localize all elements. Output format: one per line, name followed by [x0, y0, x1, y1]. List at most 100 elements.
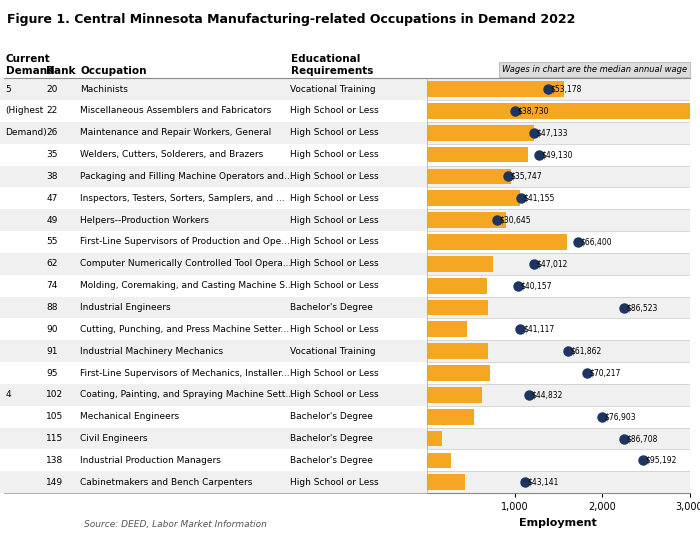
- Text: High School or Less: High School or Less: [290, 369, 379, 377]
- Bar: [427, 125, 533, 141]
- Text: First-Line Supervisors of Mechanics, Installer...: First-Line Supervisors of Mechanics, Ins…: [80, 369, 290, 377]
- Text: Bachelor's Degree: Bachelor's Degree: [290, 456, 373, 465]
- Text: Figure 1. Central Minnesota Manufacturing-related Occupations in Demand 2022: Figure 1. Central Minnesota Manufacturin…: [7, 13, 575, 26]
- Bar: [427, 300, 489, 315]
- Text: Current
Demand: Current Demand: [6, 54, 54, 76]
- Text: $66,400: $66,400: [580, 238, 612, 246]
- Text: 47: 47: [46, 194, 57, 203]
- Bar: [427, 231, 690, 253]
- Text: $35,747: $35,747: [511, 172, 542, 181]
- Bar: [427, 343, 489, 359]
- Bar: [427, 144, 690, 165]
- Text: 74: 74: [46, 281, 57, 290]
- Text: First-Line Supervisors of Production and Ope...: First-Line Supervisors of Production and…: [80, 238, 290, 246]
- Text: High School or Less: High School or Less: [290, 281, 379, 290]
- Text: $86,708: $86,708: [626, 434, 658, 443]
- Text: 62: 62: [46, 259, 57, 268]
- Text: 26: 26: [46, 128, 57, 137]
- Text: Industrial Engineers: Industrial Engineers: [80, 303, 171, 312]
- Bar: [427, 453, 451, 468]
- Text: Rank: Rank: [46, 66, 76, 76]
- Text: 102: 102: [46, 390, 63, 399]
- Bar: [427, 409, 475, 425]
- Text: 91: 91: [46, 347, 57, 356]
- Text: Cabinetmakers and Bench Carpenters: Cabinetmakers and Bench Carpenters: [80, 478, 253, 487]
- Text: Industrial Machinery Mechanics: Industrial Machinery Mechanics: [80, 347, 223, 356]
- Bar: [427, 406, 690, 427]
- Text: Inspectors, Testers, Sorters, Samplers, and ...: Inspectors, Testers, Sorters, Samplers, …: [80, 194, 285, 203]
- Text: Computer Numerically Controlled Tool Opera...: Computer Numerically Controlled Tool Ope…: [80, 259, 292, 268]
- Bar: [427, 365, 490, 381]
- Bar: [427, 147, 528, 162]
- Text: $30,645: $30,645: [499, 216, 531, 225]
- Bar: [427, 81, 564, 97]
- Text: High School or Less: High School or Less: [290, 238, 379, 246]
- Text: $43,141: $43,141: [528, 478, 559, 487]
- Text: High School or Less: High School or Less: [290, 478, 379, 487]
- Text: $41,117: $41,117: [523, 325, 554, 334]
- Bar: [427, 256, 493, 272]
- Text: Bachelor's Degree: Bachelor's Degree: [290, 434, 373, 443]
- Bar: [427, 103, 690, 119]
- Text: Occupation: Occupation: [80, 66, 147, 76]
- Text: $44,832: $44,832: [531, 390, 563, 399]
- Text: 20: 20: [46, 85, 57, 94]
- Bar: [427, 387, 482, 403]
- Text: Vocational Training: Vocational Training: [290, 347, 376, 356]
- Text: Miscellaneous Assemblers and Fabricators: Miscellaneous Assemblers and Fabricators: [80, 106, 272, 115]
- Text: $47,133: $47,133: [537, 128, 568, 137]
- Text: Demand): Demand): [6, 128, 48, 137]
- Text: 22: 22: [46, 106, 57, 115]
- Bar: [427, 212, 505, 228]
- Bar: [427, 384, 690, 406]
- Bar: [427, 431, 442, 446]
- Bar: [427, 321, 468, 337]
- Text: $76,903: $76,903: [604, 412, 636, 421]
- X-axis label: Employment: Employment: [519, 518, 597, 528]
- Text: $49,130: $49,130: [541, 150, 573, 159]
- Text: 5: 5: [6, 85, 11, 94]
- Text: Packaging and Filling Machine Operators and...: Packaging and Filling Machine Operators …: [80, 172, 293, 181]
- Text: 138: 138: [46, 456, 64, 465]
- Text: 95: 95: [46, 369, 57, 377]
- Bar: [427, 122, 690, 144]
- Bar: [427, 190, 519, 206]
- Text: (Highest: (Highest: [6, 106, 44, 115]
- Bar: [427, 362, 690, 384]
- Text: High School or Less: High School or Less: [290, 172, 379, 181]
- Text: High School or Less: High School or Less: [290, 325, 379, 334]
- Bar: [427, 319, 690, 340]
- Text: Welders, Cutters, Solderers, and Brazers: Welders, Cutters, Solderers, and Brazers: [80, 150, 264, 159]
- Bar: [427, 296, 690, 319]
- Text: $41,155: $41,155: [523, 194, 554, 203]
- Bar: [427, 234, 567, 250]
- Text: 49: 49: [46, 216, 57, 225]
- Text: 149: 149: [46, 478, 63, 487]
- Text: Industrial Production Managers: Industrial Production Managers: [80, 456, 221, 465]
- Text: $95,192: $95,192: [646, 456, 677, 465]
- Text: Source: DEED, Labor Market Information: Source: DEED, Labor Market Information: [84, 520, 267, 529]
- Bar: [427, 471, 690, 493]
- Text: High School or Less: High School or Less: [290, 106, 379, 115]
- Text: Bachelor's Degree: Bachelor's Degree: [290, 412, 373, 421]
- Text: 35: 35: [46, 150, 57, 159]
- Text: 105: 105: [46, 412, 64, 421]
- Text: Civil Engineers: Civil Engineers: [80, 434, 148, 443]
- Bar: [427, 427, 690, 450]
- Text: Cutting, Punching, and Press Machine Setter...: Cutting, Punching, and Press Machine Set…: [80, 325, 290, 334]
- Bar: [427, 278, 486, 294]
- Bar: [427, 474, 465, 490]
- Text: Machinists: Machinists: [80, 85, 128, 94]
- Bar: [427, 165, 690, 188]
- Text: High School or Less: High School or Less: [290, 259, 379, 268]
- Text: Educational
Requirements: Educational Requirements: [290, 54, 373, 76]
- Bar: [427, 169, 511, 184]
- Bar: [427, 188, 690, 209]
- Text: High School or Less: High School or Less: [290, 390, 379, 399]
- Text: Coating, Painting, and Spraying Machine Sett...: Coating, Painting, and Spraying Machine …: [80, 390, 295, 399]
- Text: $61,862: $61,862: [570, 347, 601, 356]
- Text: Molding, Coremaking, and Casting Machine S...: Molding, Coremaking, and Casting Machine…: [80, 281, 294, 290]
- Text: 90: 90: [46, 325, 57, 334]
- Text: High School or Less: High School or Less: [290, 128, 379, 137]
- Text: Maintenance and Repair Workers, General: Maintenance and Repair Workers, General: [80, 128, 272, 137]
